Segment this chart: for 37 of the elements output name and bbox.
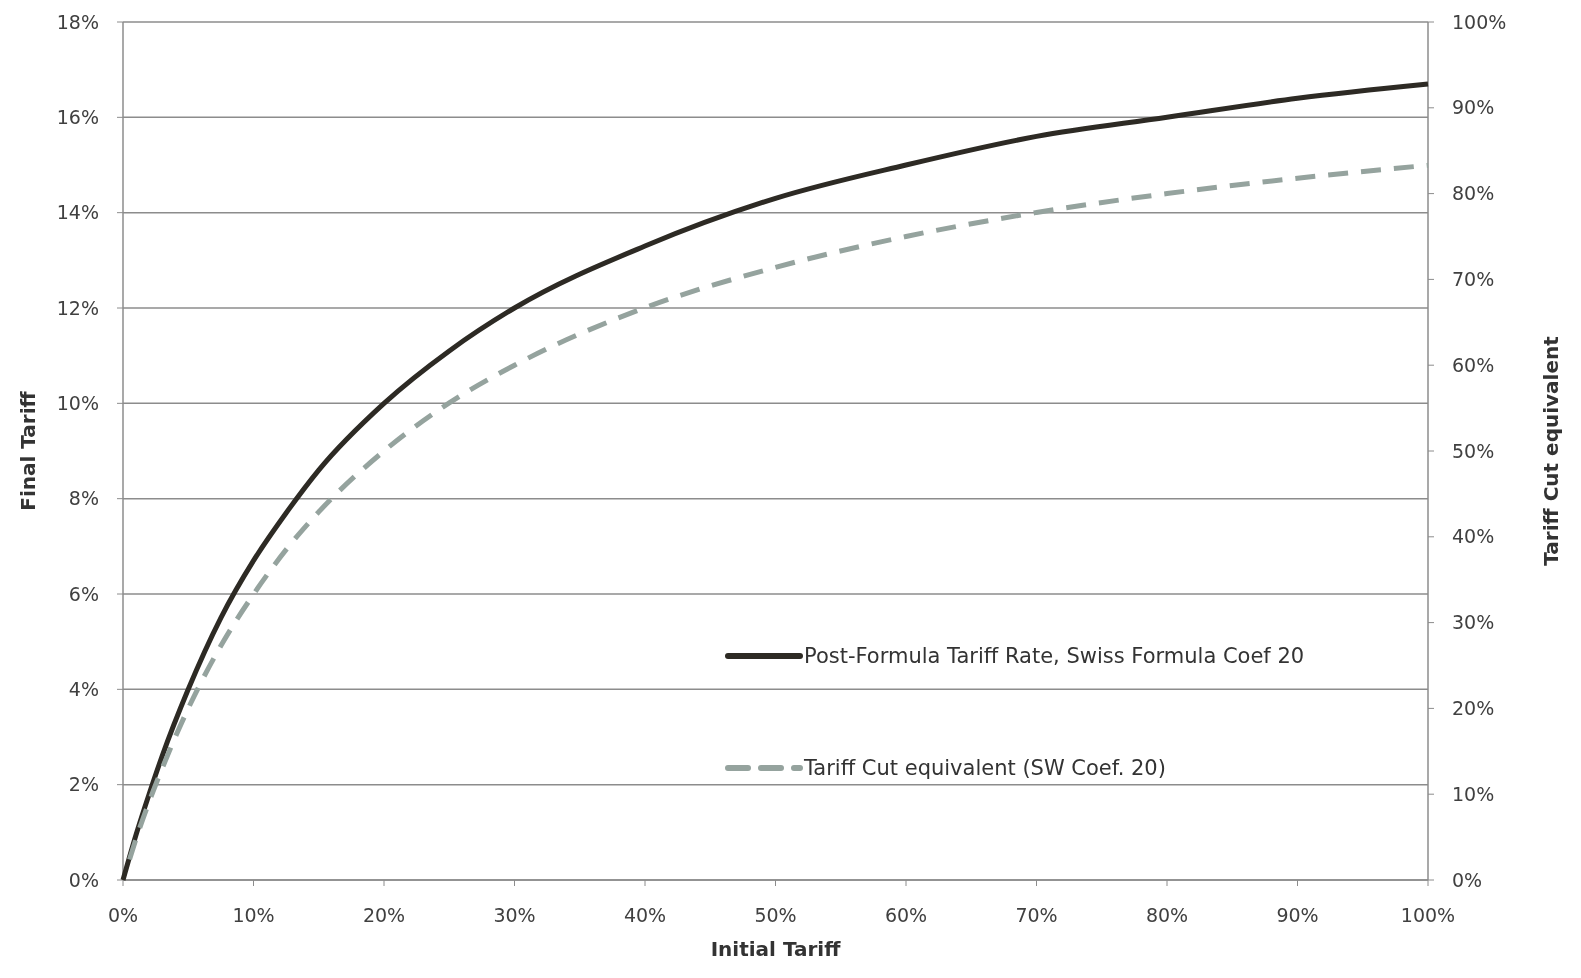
x-tick-label: 0% <box>107 904 139 926</box>
x-tick-label: 80% <box>1145 904 1189 926</box>
y-tick-label: 4% <box>68 677 99 700</box>
y-tick-label: 6% <box>68 582 99 605</box>
y2-tick-label: 50% <box>1452 439 1495 462</box>
y-tick-label: 2% <box>68 773 99 796</box>
x-tick-label: 20% <box>362 904 406 926</box>
x-tick-label: 30% <box>493 904 536 926</box>
y2-tick-label: 60% <box>1452 353 1495 376</box>
y2-tick-label: 20% <box>1452 697 1495 720</box>
y-tick-label: 8% <box>68 487 99 510</box>
x-tick-label: 50% <box>754 904 797 926</box>
y-tick-label: 16% <box>56 105 99 128</box>
y2-tick-label: 30% <box>1452 611 1495 634</box>
y2-tick-label: 100% <box>1452 10 1507 33</box>
legend-label: Post-Formula Tariff Rate, Swiss Formula Coef 20 <box>804 644 1305 669</box>
y2-tick-label: 40% <box>1452 525 1495 548</box>
y2-tick-label: 90% <box>1452 96 1495 119</box>
x-axis-title: Initial Tariff <box>710 937 842 961</box>
x-tick-label: 100% <box>1400 904 1456 926</box>
y-tick-label: 10% <box>56 391 99 414</box>
x-tick-label: 10% <box>232 904 275 926</box>
y-tick-label: 14% <box>56 201 99 224</box>
x-tick-label: 90% <box>1276 904 1319 926</box>
y-tick-label: 18% <box>56 10 99 33</box>
y2-axis-title: Tariff Cut equivalent <box>1539 335 1563 566</box>
x-tick-label: 70% <box>1015 904 1058 926</box>
y-tick-label: 12% <box>56 296 99 319</box>
legend-label: Tariff Cut equivalent (SW Coef. 20) <box>803 756 1166 781</box>
x-tick-label: 60% <box>884 904 928 926</box>
y-axis-title: Final Tariff <box>16 390 40 511</box>
y2-tick-label: 80% <box>1452 182 1495 205</box>
y-tick-label: 0% <box>68 868 99 891</box>
y2-tick-label: 0% <box>1452 868 1483 891</box>
x-tick-label: 40% <box>623 904 667 926</box>
y2-tick-label: 70% <box>1452 268 1495 291</box>
y2-tick-label: 10% <box>1452 782 1495 805</box>
